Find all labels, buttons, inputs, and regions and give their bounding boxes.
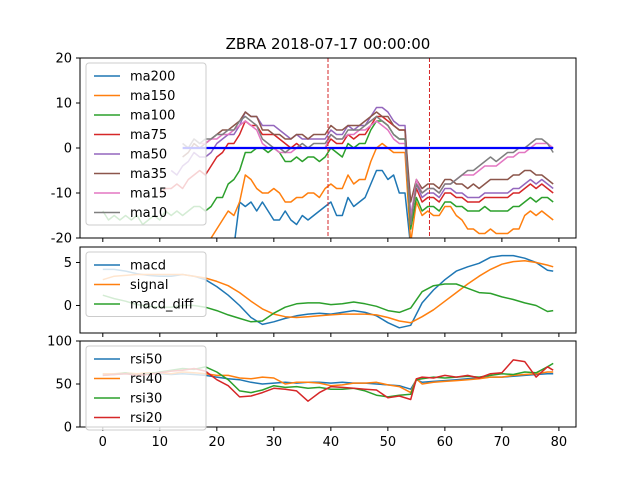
legend-label-ma150: ma150 — [130, 89, 175, 104]
series-line-ma150 — [210, 142, 554, 238]
legend-label-ma75: ma75 — [130, 128, 167, 143]
x-tick-label: 40 — [323, 435, 340, 450]
rsi-legend: rsi50 rsi40 rsi30 rsi20 — [85, 345, 207, 431]
y-tick-label: 0 — [64, 142, 72, 157]
legend-box — [85, 251, 207, 317]
moving-average-panel: -20-1001020ma200ma150ma100ma75ma50ma35ma… — [51, 52, 577, 247]
x-tick-label: 70 — [494, 435, 511, 450]
legend-label-rsi40: rsi40 — [130, 372, 162, 387]
x-tick-label: 30 — [266, 435, 283, 450]
macd-axes-frame — [79, 246, 577, 334]
legend-label-ma200: ma200 — [130, 70, 175, 85]
legend-box — [85, 62, 207, 226]
y-tick-label: 50 — [55, 378, 72, 393]
legend-label-ma35: ma35 — [130, 167, 167, 182]
legend-label-macd: macd — [130, 259, 166, 274]
y-tick-label: 0 — [64, 421, 72, 436]
chart-title: ZBRA 2018-07-17 00:00:00 — [226, 35, 431, 53]
x-tick-label: 80 — [551, 435, 568, 450]
legend-label-macd_diff: macd_diff — [130, 298, 194, 313]
y-tick-label: 0 — [64, 299, 72, 314]
y-tick-label: -10 — [51, 187, 72, 202]
x-tick-label: 50 — [380, 435, 397, 450]
y-tick-label: 100 — [47, 335, 72, 350]
legend-label-rsi20: rsi20 — [130, 411, 162, 426]
ma-legend: ma200 ma150 ma100 ma75 ma50 ma35 ma15 ma10 — [85, 62, 207, 226]
x-tick-label: 20 — [209, 435, 226, 450]
legend-label-rsi30: rsi30 — [130, 392, 162, 407]
series-line-ma15 — [182, 120, 554, 221]
legend-label-ma15: ma15 — [130, 187, 167, 202]
series-line-ma10 — [182, 115, 554, 226]
macd-panel: 0 5 macd signal macd_diff — [64, 246, 577, 337]
legend-box — [85, 345, 207, 431]
y-tick-label: 10 — [55, 97, 72, 112]
legend-label-ma50: ma50 — [130, 148, 167, 163]
y-tick-label: -20 — [51, 232, 72, 247]
x-tick-label: 60 — [437, 435, 454, 450]
series-line-ma35 — [182, 111, 554, 203]
series-line-ma50 — [170, 106, 554, 217]
y-tick-label: 20 — [55, 52, 72, 67]
y-tick-label: 5 — [64, 256, 72, 271]
x-tick-label: 0 — [99, 435, 107, 450]
macd-legend: macd signal macd_diff — [85, 251, 207, 317]
x-tick-label: 10 — [152, 435, 169, 450]
series-line-ma200 — [234, 169, 411, 238]
legend-label-signal: signal — [130, 278, 168, 293]
legend-label-rsi50: rsi50 — [130, 353, 162, 368]
legend-label-ma100: ma100 — [130, 109, 175, 124]
legend-label-ma10: ma10 — [130, 206, 167, 221]
